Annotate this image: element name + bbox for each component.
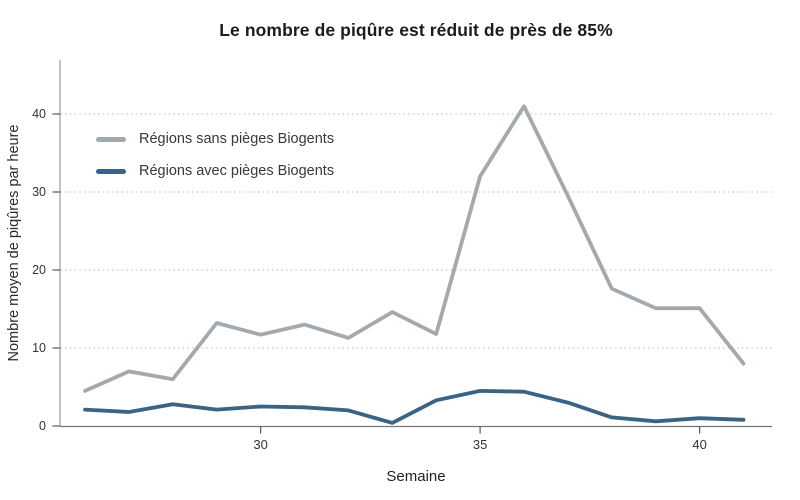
y-tick-label: 10	[32, 341, 46, 355]
y-tick-label: 30	[32, 185, 46, 199]
legend-label-sans-pieges: Régions sans pièges Biogents	[139, 131, 335, 147]
series-line-avec-pieges	[83, 388, 746, 425]
blue-series-swatch	[96, 168, 126, 174]
x-tick-label: 30	[253, 437, 268, 452]
legend-item-avec-pieges: Régions avec pièges Biogents	[96, 160, 334, 182]
x-tick-label: 35	[472, 437, 488, 452]
x-tick-label: 40	[692, 437, 707, 452]
y-tick-label: 40	[32, 107, 46, 121]
y-tick-label: 20	[32, 263, 46, 277]
gray-series-swatch	[96, 136, 126, 142]
y-axis-title: Nombre moyen de piqûres par heure	[6, 124, 22, 362]
series-line-sans-pieges	[83, 104, 746, 393]
x-axis-title: Semaine	[386, 468, 446, 485]
legend-item-sans-pieges: Régions sans pièges Biogents	[96, 128, 334, 150]
legend: Régions sans pièges Biogents Régions ave…	[96, 128, 334, 192]
y-tick-label: 0	[39, 419, 46, 433]
legend-label-avec-pieges: Régions avec pièges Biogents	[139, 163, 335, 179]
chart-title: Le nombre de piqûre est réduit de près d…	[219, 20, 613, 40]
